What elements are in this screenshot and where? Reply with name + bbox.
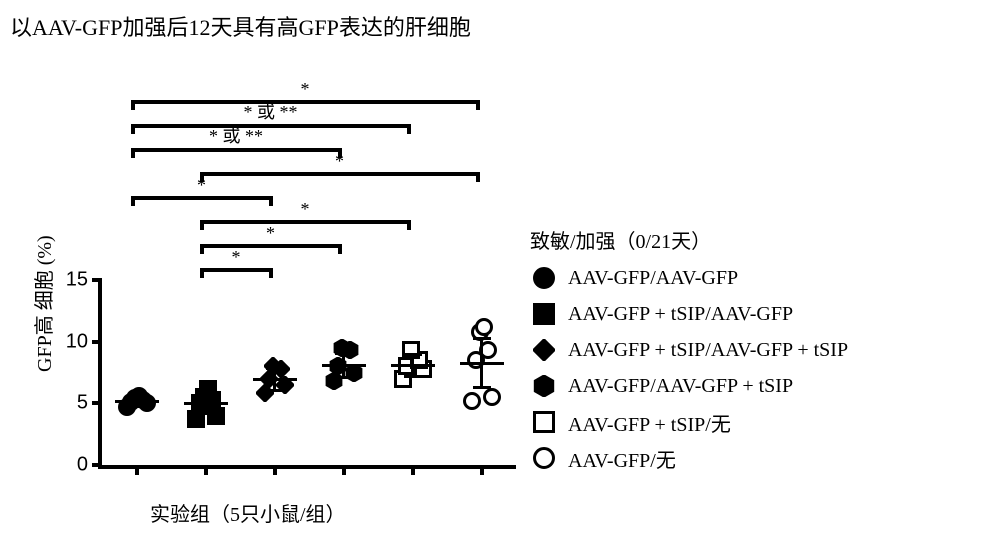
error-cap: [473, 337, 491, 340]
significance-label: *: [301, 79, 310, 100]
significance-label: * 或 **: [209, 122, 263, 148]
y-tick: [92, 463, 102, 467]
legend-label: AAV-GFP + tSIP/AAV-GFP + tSIP: [568, 339, 848, 362]
legend-label: AAV-GFP/AAV-GFP + tSIP: [568, 375, 793, 398]
bracket-line: [133, 148, 340, 152]
significance-label: *: [266, 223, 275, 244]
legend-item: AAV-GFP/无: [530, 440, 848, 476]
significance-label: *: [335, 151, 344, 172]
error-cap: [128, 395, 146, 398]
y-axis-label: GFP高 细胞 (%): [28, 235, 57, 372]
legend-label: AAV-GFP/AAV-GFP: [568, 267, 738, 290]
legend-title: 致敏/加强（0/21天）: [530, 225, 848, 254]
legend-marker-icon: [530, 264, 558, 292]
error-cap: [266, 367, 284, 370]
data-point: [463, 392, 481, 410]
bracket-line: [202, 268, 271, 272]
significance-label: *: [232, 247, 241, 268]
error-cap: [128, 405, 146, 408]
y-tick-label: 10: [66, 330, 88, 353]
figure-container: 以AAV-GFP加强后12天具有高GFP表达的肝细胞 GFP高 细胞 (%) 实…: [0, 0, 1000, 559]
error-bar: [411, 354, 414, 376]
x-tick: [342, 465, 346, 475]
x-tick: [273, 465, 277, 475]
bracket-line: [202, 244, 340, 248]
legend-item: AAV-GFP/AAV-GFP + tSIP: [530, 368, 848, 404]
legend-marker-icon: [530, 336, 558, 364]
legend-item: AAV-GFP/AAV-GFP: [530, 260, 848, 296]
legend-item: AAV-GFP + tSIP/AAV-GFP: [530, 296, 848, 332]
chart-title: 以AAV-GFP加强后12天具有高GFP表达的肝细胞: [10, 10, 471, 42]
error-cap: [404, 375, 422, 378]
data-point: [475, 318, 493, 336]
legend-items: AAV-GFP/AAV-GFP AAV-GFP + tSIP/AAV-GFP AAV…: [530, 260, 848, 476]
y-tick-label: 15: [66, 269, 88, 292]
error-cap: [197, 412, 215, 415]
x-tick: [480, 465, 484, 475]
significance-label: *: [197, 175, 206, 196]
y-tick: [92, 401, 102, 405]
legend-marker-icon: [530, 408, 558, 436]
legend-marker-icon: [530, 372, 558, 400]
legend: 致敏/加强（0/21天） AAV-GFP/AAV-GFP AAV-GFP + tS…: [530, 225, 848, 476]
y-tick-label: 0: [77, 454, 88, 477]
data-point: [483, 388, 501, 406]
error-cap: [404, 353, 422, 356]
bracket-line: [133, 100, 478, 104]
error-cap: [473, 386, 491, 389]
x-tick: [411, 465, 415, 475]
x-axis-label: 实验组（5只小鼠/组）: [150, 498, 346, 527]
legend-label: AAV-GFP/无: [568, 444, 676, 473]
bracket-line: [202, 172, 478, 176]
bracket-line: [202, 220, 409, 224]
y-tick-label: 5: [77, 392, 88, 415]
error-bar: [273, 368, 276, 390]
error-cap: [197, 392, 215, 395]
error-bar: [204, 393, 207, 413]
error-cap: [335, 376, 353, 379]
y-tick: [92, 278, 102, 282]
legend-marker-icon: [530, 300, 558, 328]
legend-marker-icon: [530, 444, 558, 472]
data-point: [207, 407, 225, 425]
significance-brackets-layer: ** 或 *** 或 *******: [98, 50, 512, 280]
bracket-line: [133, 124, 409, 128]
bracket-line: [133, 196, 271, 200]
error-cap: [335, 352, 353, 355]
x-tick: [204, 465, 208, 475]
error-bar: [480, 338, 483, 387]
legend-item: AAV-GFP + tSIP/无: [530, 404, 848, 440]
legend-label: AAV-GFP + tSIP/AAV-GFP: [568, 303, 793, 326]
x-tick: [135, 465, 139, 475]
error-cap: [266, 389, 284, 392]
plot-area: 051015: [98, 280, 516, 469]
error-bar: [342, 353, 345, 378]
significance-label: *: [301, 199, 310, 220]
legend-label: AAV-GFP + tSIP/无: [568, 408, 731, 437]
y-tick: [92, 340, 102, 344]
legend-item: AAV-GFP + tSIP/AAV-GFP + tSIP: [530, 332, 848, 368]
significance-label: * 或 **: [244, 98, 298, 124]
